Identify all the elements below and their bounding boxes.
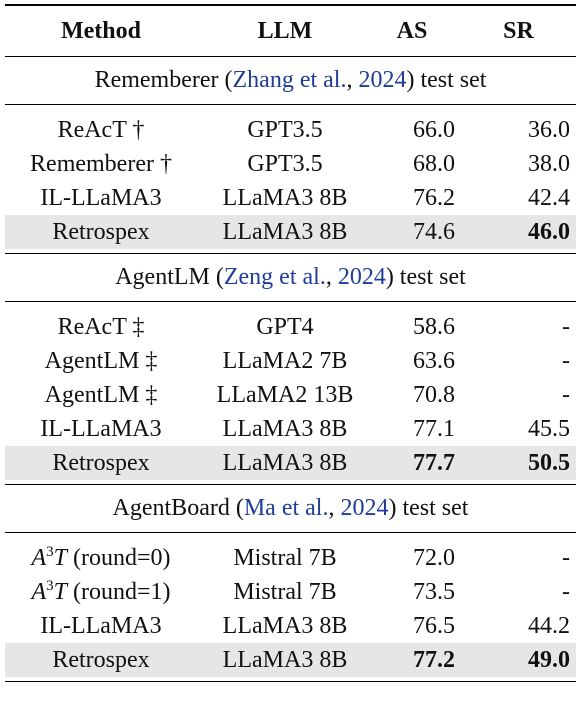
cell-sr: 50.5 bbox=[528, 449, 570, 476]
citation-link[interactable]: Zeng et al. bbox=[223, 264, 326, 290]
citation-link[interactable]: Ma et al. bbox=[243, 495, 329, 521]
section-rule bbox=[5, 301, 576, 302]
cell-method: AgentLM ‡ bbox=[44, 381, 158, 408]
cell-sr: 46.0 bbox=[528, 218, 570, 245]
section-rule bbox=[5, 253, 576, 254]
cell-method: IL-LLaMA3 bbox=[40, 415, 162, 442]
header-llm: LLM bbox=[257, 17, 313, 44]
cell-method: IL-LLaMA3 bbox=[40, 612, 162, 639]
cell-sr: - bbox=[562, 578, 570, 605]
table-row: ReAcT ‡ GPT4 58.6 - bbox=[5, 310, 576, 344]
cell-method: AgentLM ‡ bbox=[44, 347, 158, 374]
cell-llm: LLaMA3 8B bbox=[222, 184, 348, 211]
top-rule bbox=[5, 4, 576, 6]
table-row-highlighted: Retrospex LLaMA3 8B 74.6 46.0 bbox=[5, 215, 576, 249]
cell-as: 76.2 bbox=[413, 184, 455, 211]
cell-sr: 42.4 bbox=[528, 184, 570, 211]
cell-sr: - bbox=[562, 544, 570, 571]
cell-llm: GPT3.5 bbox=[247, 150, 323, 177]
cell-sr: 38.0 bbox=[528, 150, 570, 177]
cell-as: 76.5 bbox=[413, 612, 455, 639]
section-title: AgentLM (Zeng et al., 2024) test set bbox=[115, 264, 466, 290]
cell-sr: 36.0 bbox=[528, 116, 570, 143]
section-rule bbox=[5, 56, 576, 57]
cell-as: 68.0 bbox=[413, 150, 455, 177]
header-as: AS bbox=[396, 17, 428, 44]
cell-method: Retrospex bbox=[52, 449, 150, 476]
cell-llm: GPT3.5 bbox=[247, 116, 323, 143]
cell-llm: LLaMA2 7B bbox=[222, 347, 348, 374]
cell-method: A3T (round=1) bbox=[31, 577, 171, 605]
cell-llm: LLaMA2 13B bbox=[216, 381, 354, 408]
cell-llm: LLaMA3 8B bbox=[222, 449, 348, 476]
cell-llm: LLaMA3 8B bbox=[222, 612, 348, 639]
cell-llm: LLaMA3 8B bbox=[222, 415, 348, 442]
header-method: Method bbox=[61, 17, 141, 44]
cell-as: 77.1 bbox=[413, 415, 455, 442]
cell-method: Retrospex bbox=[52, 646, 150, 673]
cell-llm: Mistral 7B bbox=[233, 578, 337, 605]
cell-as: 74.6 bbox=[413, 218, 455, 245]
header-sr: SR bbox=[503, 17, 534, 44]
table-row: A3T (round=0) Mistral 7B 72.0 - bbox=[5, 541, 576, 575]
cell-sr: - bbox=[562, 347, 570, 374]
section-title: Rememberer (Zhang et al., 2024) test set bbox=[94, 67, 487, 93]
table-row: IL-LLaMA3 LLaMA3 8B 76.5 44.2 bbox=[5, 609, 576, 643]
results-table: Method LLM AS SR Rememberer (Zhang et al… bbox=[5, 0, 576, 682]
citation-year-link[interactable]: 2024 bbox=[337, 264, 386, 290]
header-row: Method LLM AS SR bbox=[5, 6, 576, 56]
citation-year-link[interactable]: 2024 bbox=[358, 67, 407, 93]
cell-as: 73.5 bbox=[413, 578, 455, 605]
cell-llm: LLaMA3 8B bbox=[222, 218, 348, 245]
section-rule bbox=[5, 532, 576, 533]
table-row: IL-LLaMA3 LLaMA3 8B 76.2 42.4 bbox=[5, 181, 576, 215]
table-row: A3T (round=1) Mistral 7B 73.5 - bbox=[5, 575, 576, 609]
cell-method: ReAcT † bbox=[57, 116, 145, 143]
section-title: AgentBoard (Ma et al., 2024) test set bbox=[112, 495, 469, 521]
cell-as: 58.6 bbox=[413, 313, 455, 340]
cell-sr: - bbox=[562, 381, 570, 408]
bottom-rule bbox=[5, 681, 576, 682]
cell-sr: 49.0 bbox=[528, 646, 570, 673]
cell-method: ReAcT ‡ bbox=[57, 313, 145, 340]
citation-link[interactable]: Zhang et al. bbox=[232, 67, 347, 93]
table-row-highlighted: Retrospex LLaMA3 8B 77.7 50.5 bbox=[5, 446, 576, 480]
cell-as: 77.7 bbox=[413, 449, 455, 476]
cell-llm: GPT4 bbox=[256, 313, 314, 340]
citation-year-link[interactable]: 2024 bbox=[340, 495, 389, 521]
cell-method: A3T (round=0) bbox=[31, 543, 171, 571]
cell-method: Retrospex bbox=[52, 218, 150, 245]
cell-method: Rememberer † bbox=[30, 150, 172, 177]
section-rule bbox=[5, 104, 576, 105]
table-row: AgentLM ‡ LLaMA2 13B 70.8 - bbox=[5, 378, 576, 412]
cell-llm: Mistral 7B bbox=[233, 544, 337, 571]
cell-sr: 45.5 bbox=[528, 415, 570, 442]
cell-as: 72.0 bbox=[413, 544, 455, 571]
cell-sr: - bbox=[562, 313, 570, 340]
cell-as: 63.6 bbox=[413, 347, 455, 374]
table-row: AgentLM ‡ LLaMA2 7B 63.6 - bbox=[5, 344, 576, 378]
section-rule bbox=[5, 484, 576, 485]
cell-sr: 44.2 bbox=[528, 612, 570, 639]
cell-as: 70.8 bbox=[413, 381, 455, 408]
cell-as: 77.2 bbox=[413, 646, 455, 673]
cell-method: IL-LLaMA3 bbox=[40, 184, 162, 211]
cell-llm: LLaMA3 8B bbox=[222, 646, 348, 673]
table-row: Rememberer † GPT3.5 68.0 38.0 bbox=[5, 147, 576, 181]
table-row: ReAcT † GPT3.5 66.0 36.0 bbox=[5, 113, 576, 147]
table-row: IL-LLaMA3 LLaMA3 8B 77.1 45.5 bbox=[5, 412, 576, 446]
cell-as: 66.0 bbox=[413, 116, 455, 143]
table-row-highlighted: Retrospex LLaMA3 8B 77.2 49.0 bbox=[5, 643, 576, 677]
